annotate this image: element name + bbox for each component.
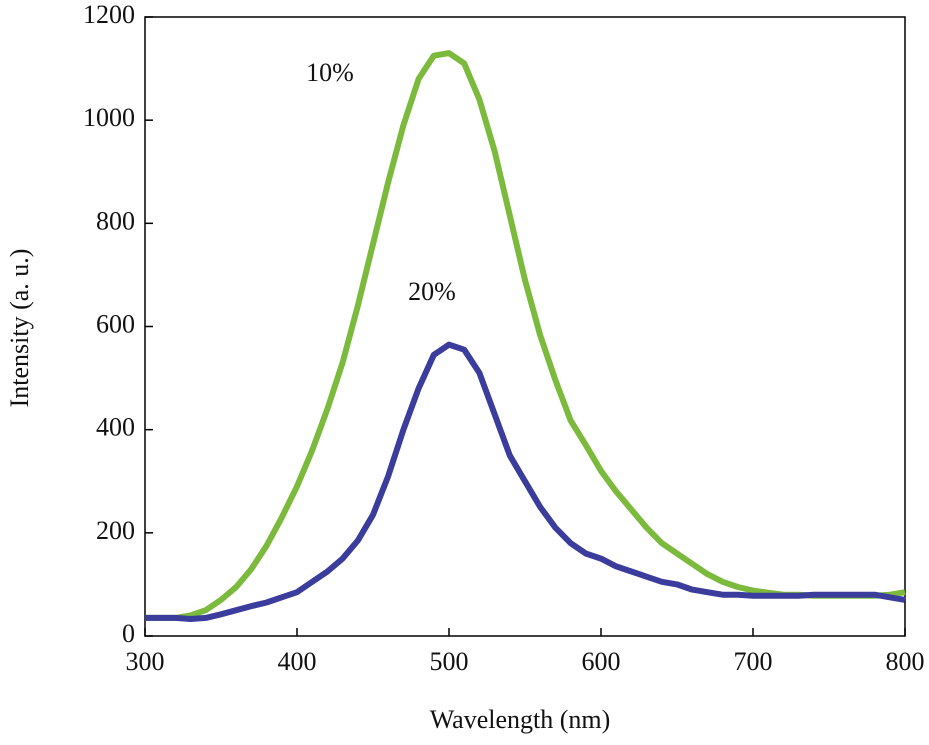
series-label: 10% [306,58,354,87]
y-tick-label: 400 [96,413,135,442]
series-line [145,341,906,622]
x-tick-label: 600 [582,647,621,676]
series-label: 20% [408,277,456,306]
y-axis-label: Intensity (a. u.) [5,249,34,408]
y-tick-label: 1200 [83,0,135,29]
y-tick-label: 600 [96,309,135,338]
x-tick-label: 300 [126,647,165,676]
y-tick-label: 800 [96,206,135,235]
x-tick-label: 700 [734,647,773,676]
y-tick-label: 200 [96,516,135,545]
y-tick-label: 0 [122,619,135,648]
x-tick-label: 800 [886,647,925,676]
x-axis-label: Wavelength (nm) [430,705,611,734]
y-tick-label: 1000 [83,103,135,132]
series-line [145,50,906,621]
plot-frame [144,16,906,637]
x-tick-label: 400 [278,647,317,676]
x-tick-label: 500 [430,647,469,676]
